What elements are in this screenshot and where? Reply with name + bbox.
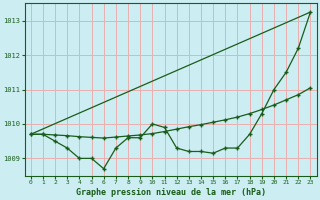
X-axis label: Graphe pression niveau de la mer (hPa): Graphe pression niveau de la mer (hPa) bbox=[76, 188, 266, 197]
